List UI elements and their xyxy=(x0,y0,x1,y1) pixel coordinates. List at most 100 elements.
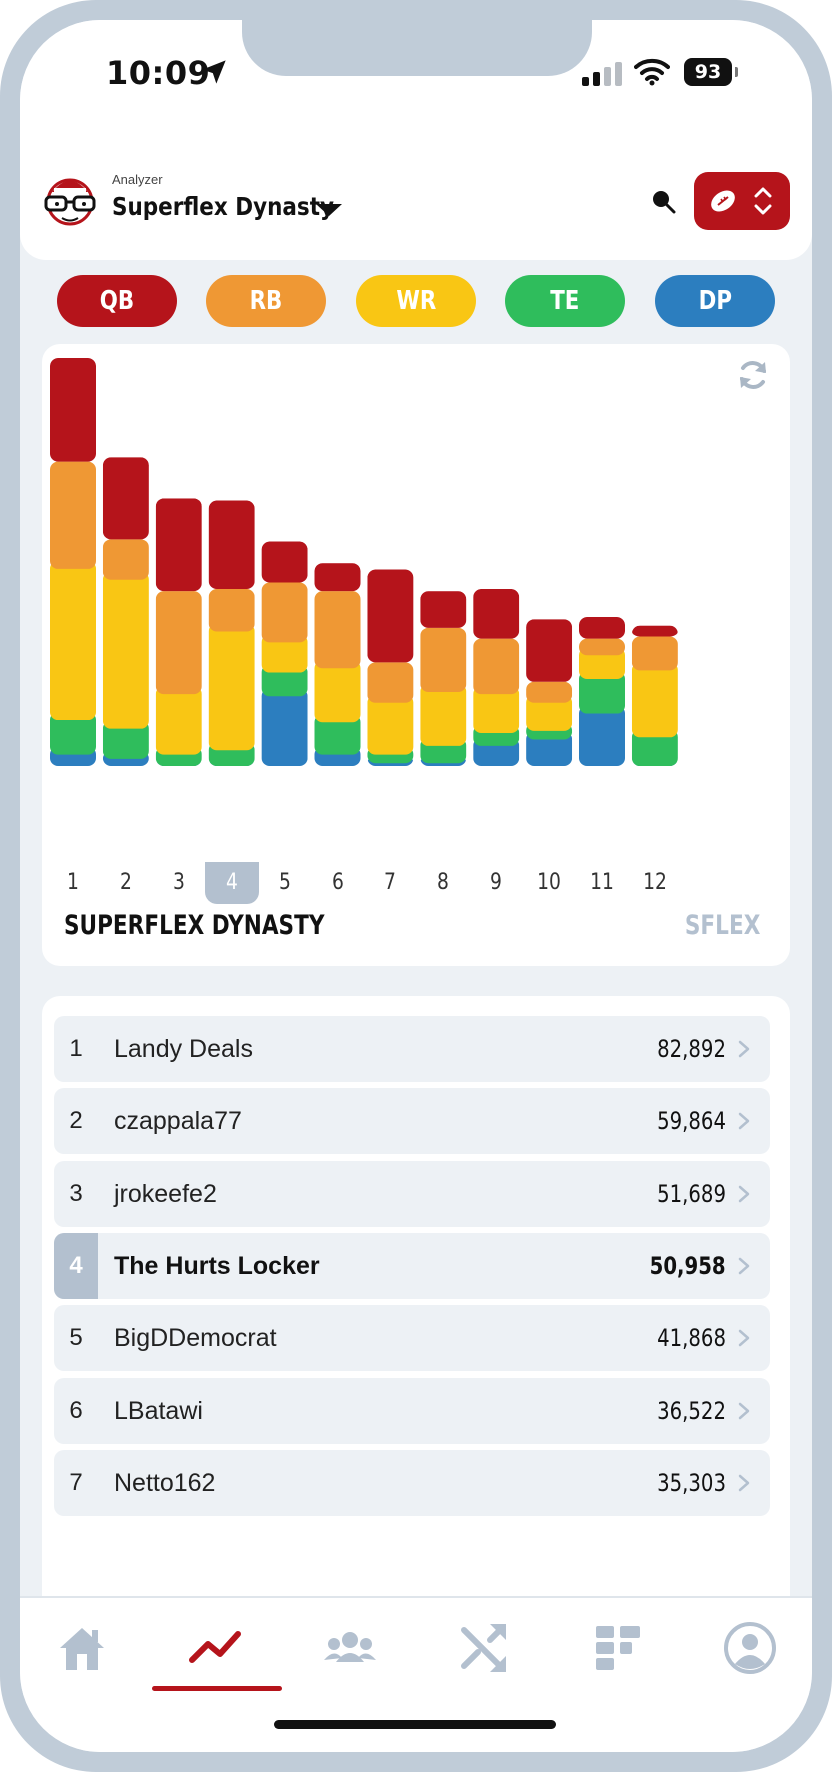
bar-segment-wr-5[interactable] xyxy=(261,634,308,673)
bar-segment-qb-2[interactable] xyxy=(102,457,149,540)
bar-segment-qb-6[interactable] xyxy=(314,563,361,592)
chevron-right-icon[interactable] xyxy=(738,1402,750,1420)
x-tick-label[interactable]: 4 xyxy=(204,862,259,904)
bar-2[interactable] xyxy=(102,457,149,774)
bar-segment-qb-4[interactable] xyxy=(208,500,255,589)
bar-segment-wr-8[interactable] xyxy=(420,683,467,746)
bar-segment-te-2[interactable] xyxy=(102,720,149,759)
bar-segment-rb-6[interactable] xyxy=(314,591,361,669)
bar-segment-wr-1[interactable] xyxy=(50,560,96,721)
chevron-right-icon[interactable] xyxy=(738,1329,750,1347)
search-icon[interactable] xyxy=(650,188,676,214)
bar-segment-rb-10[interactable] xyxy=(526,681,573,703)
bar-12[interactable] xyxy=(631,625,678,774)
bar-segment-qb-11[interactable] xyxy=(579,617,625,639)
bar-6[interactable] xyxy=(314,563,361,774)
chevron-right-icon[interactable] xyxy=(738,1185,750,1203)
home-icon[interactable] xyxy=(54,1620,110,1676)
bar-segment-qb-5[interactable] xyxy=(261,541,308,583)
row-value: 41,868 xyxy=(657,1324,726,1353)
position-pill-te[interactable]: TE xyxy=(505,275,625,327)
league-title[interactable]: Superflex Dynasty xyxy=(112,192,335,221)
bar-segment-rb-12[interactable] xyxy=(631,636,678,671)
bar-segment-qb-1[interactable] xyxy=(50,358,96,462)
bar-5[interactable] xyxy=(261,541,308,774)
position-pill-qb[interactable]: QB xyxy=(57,275,177,327)
bar-10[interactable] xyxy=(526,619,573,774)
position-pill-wr[interactable]: WR xyxy=(356,275,476,327)
bar-segment-qb-7[interactable] xyxy=(367,569,414,663)
bar-segment-rb-2[interactable] xyxy=(102,539,149,580)
chevron-right-icon[interactable] xyxy=(738,1040,750,1058)
bar-segment-qb-10[interactable] xyxy=(526,619,573,682)
x-tick-label[interactable]: 2 xyxy=(119,870,132,895)
x-tick-label[interactable]: 11 xyxy=(590,870,614,895)
bar-segment-dp-10[interactable] xyxy=(526,731,573,774)
bar-segment-te-1[interactable] xyxy=(50,712,96,755)
bar-8[interactable] xyxy=(420,591,467,774)
x-tick-label[interactable]: 3 xyxy=(172,870,185,895)
bar-11[interactable] xyxy=(579,617,625,774)
bar-1[interactable] xyxy=(50,358,96,774)
shuffle-icon[interactable] xyxy=(456,1620,512,1676)
bar-segment-rb-4[interactable] xyxy=(208,588,255,632)
bar-segment-rb-8[interactable] xyxy=(420,627,467,692)
bar-segment-rb-11[interactable] xyxy=(579,638,625,656)
x-tick-label[interactable]: 6 xyxy=(331,870,344,895)
bar-segment-wr-6[interactable] xyxy=(314,660,361,723)
nerd-logo-icon[interactable] xyxy=(42,170,98,228)
table-row[interactable]: 5 BigDDemocrat 41,868 xyxy=(54,1305,770,1372)
x-tick-label[interactable]: 5 xyxy=(278,870,291,895)
x-tick-label[interactable]: 1 xyxy=(67,870,79,895)
bar-3[interactable] xyxy=(155,498,202,774)
chevron-right-icon[interactable] xyxy=(738,1474,750,1492)
bar-segment-wr-4[interactable] xyxy=(208,623,255,751)
table-row[interactable]: 1 Landy Deals 82,892 xyxy=(54,1016,770,1082)
x-tick-label[interactable]: 8 xyxy=(437,870,450,895)
bar-7[interactable] xyxy=(367,569,414,774)
grid-icon[interactable] xyxy=(590,1620,646,1676)
chevron-right-icon[interactable] xyxy=(738,1112,750,1130)
bar-segment-wr-10[interactable] xyxy=(526,694,573,731)
x-tick-label[interactable]: 7 xyxy=(384,870,397,895)
profile-icon[interactable] xyxy=(722,1620,778,1676)
position-pill-dp[interactable]: DP xyxy=(655,275,775,327)
bar-segment-qb-12[interactable] xyxy=(631,625,678,637)
table-row[interactable]: 7 Netto162 35,303 xyxy=(54,1449,770,1516)
users-group-icon[interactable] xyxy=(322,1620,378,1676)
bar-segment-wr-9[interactable] xyxy=(473,686,520,733)
bar-segment-qb-3[interactable] xyxy=(155,498,202,592)
table-row-my-team[interactable]: 4 The Hurts Locker 50,958 xyxy=(54,1232,770,1299)
x-tick-label[interactable]: 12 xyxy=(642,870,667,895)
bar-segment-te-12[interactable] xyxy=(631,729,678,767)
table-row[interactable]: 2 czappala77 59,864 xyxy=(54,1088,770,1155)
bar-segment-dp-5[interactable] xyxy=(261,688,308,774)
bar-segment-qb-9[interactable] xyxy=(473,588,520,639)
chevron-down-icon[interactable] xyxy=(316,204,342,216)
bar-segment-wr-2[interactable] xyxy=(102,571,149,729)
bar-segment-te-6[interactable] xyxy=(314,714,361,755)
chevron-right-icon[interactable] xyxy=(738,1257,750,1275)
bar-segment-rb-5[interactable] xyxy=(261,582,308,643)
bar-segment-rb-9[interactable] xyxy=(473,638,520,695)
x-tick-label[interactable]: 9 xyxy=(490,870,503,895)
refresh-icon[interactable] xyxy=(736,358,770,392)
bar-segment-wr-12[interactable] xyxy=(631,662,678,738)
bar-segment-dp-9[interactable] xyxy=(473,737,520,774)
bar-segment-te-11[interactable] xyxy=(579,671,625,714)
x-tick-label[interactable]: 10 xyxy=(537,870,561,895)
bar-segment-dp-11[interactable] xyxy=(579,705,625,774)
bar-9[interactable] xyxy=(473,588,520,774)
bar-segment-rb-1[interactable] xyxy=(50,461,96,569)
table-row[interactable]: 3 jrokeefe2 51,689 xyxy=(54,1160,770,1227)
bar-segment-wr-7[interactable] xyxy=(367,694,414,755)
bar-segment-rb-3[interactable] xyxy=(155,591,202,695)
sport-switch-button[interactable] xyxy=(694,172,790,230)
trend-chart-icon[interactable] xyxy=(188,1620,244,1676)
bar-segment-qb-8[interactable] xyxy=(420,591,467,628)
bar-4[interactable] xyxy=(208,500,255,774)
bar-segment-rb-7[interactable] xyxy=(367,662,414,703)
position-pill-rb[interactable]: RB xyxy=(206,275,326,327)
bar-segment-wr-3[interactable] xyxy=(155,686,202,755)
table-row[interactable]: 6 LBatawi 36,522 xyxy=(54,1377,770,1444)
